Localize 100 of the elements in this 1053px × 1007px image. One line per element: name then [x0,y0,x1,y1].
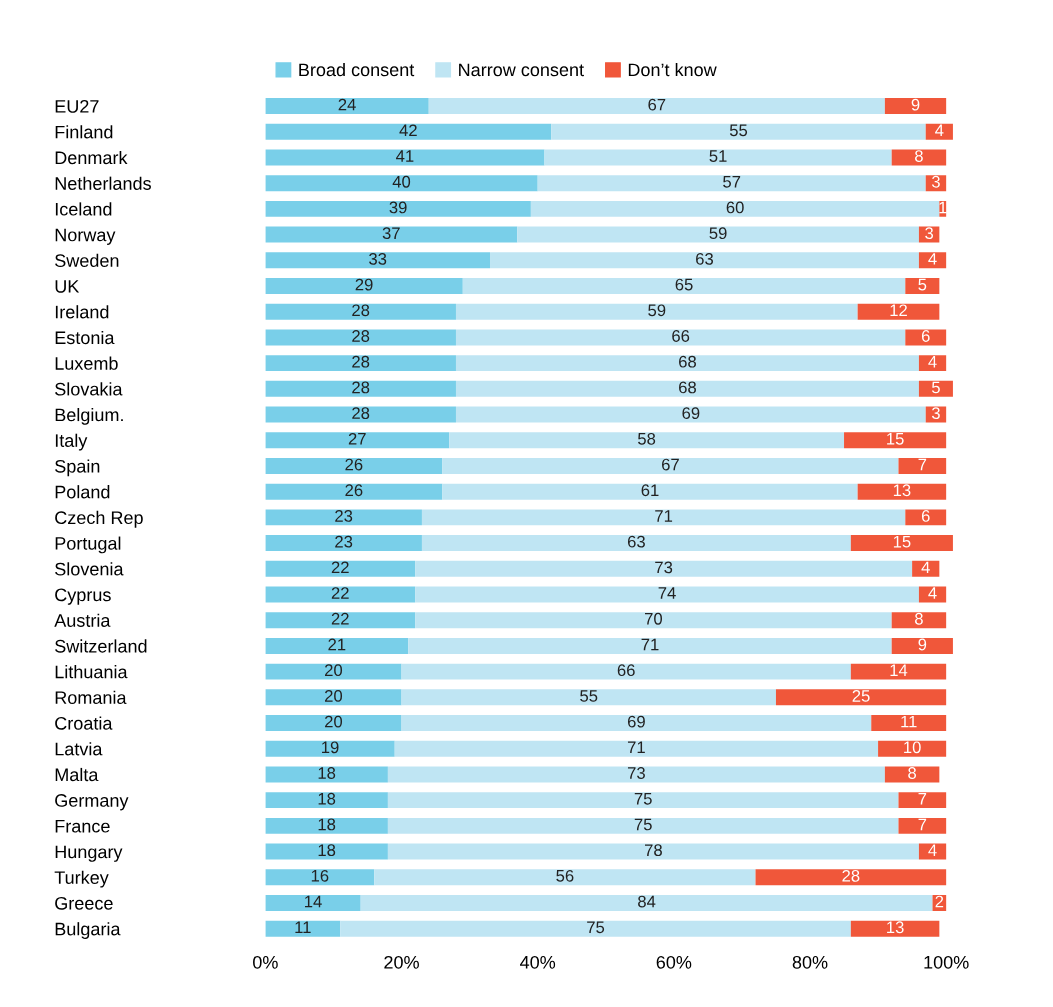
data-label: 18 [318,818,336,831]
bar [265,920,341,937]
bar [387,817,899,834]
bar [265,843,388,860]
data-label: 13 [893,484,911,497]
bar [857,483,947,500]
data-label: 25 [852,690,870,702]
bar [455,355,919,372]
data-label: 27 [348,432,366,445]
data-label: 28 [352,381,370,394]
bar [918,355,947,372]
data-label: 75 [634,793,652,805]
data-label: 4 [928,253,937,265]
y-tick-label: Greece [55,896,113,910]
y-tick-label: Iceland [55,202,112,216]
y-tick-label: Slovakia [55,382,123,396]
y-tick-label: Hungary [55,845,123,862]
y-tick-label: Latvia [55,742,103,756]
data-label: 4 [935,124,944,137]
bar [544,149,892,166]
data-label: 84 [638,895,656,908]
data-label: 55 [729,124,748,137]
bar [265,817,388,834]
bar [265,406,456,423]
bar [455,329,906,346]
data-label: 70 [645,612,663,625]
bar [265,380,456,397]
bar [387,843,919,860]
bar [455,406,926,423]
bar [755,869,947,886]
y-tick-label: Cyprus [55,588,111,605]
bar [891,612,947,629]
y-tick-label: Netherlands [55,176,151,190]
y-tick-label: Romania [55,690,127,705]
data-label: 10 [904,741,921,754]
bar [850,663,947,680]
bar [884,98,947,115]
data-label: 60 [726,201,744,214]
data-label: 71 [627,741,645,754]
x-tick-label: 80% [792,955,828,969]
y-tick-label: Norway [55,228,116,245]
bar [265,612,416,629]
data-label: 68 [679,381,696,394]
bar [421,509,906,526]
data-label: 51 [709,150,727,162]
bar [265,869,375,886]
bar [401,715,872,731]
bar [912,560,940,577]
y-tick-label: Italy [55,433,88,451]
bar [340,920,851,937]
data-label: 75 [634,818,652,831]
data-label: 69 [682,407,700,420]
data-label: 23 [335,535,353,548]
data-label: 6 [921,510,930,522]
data-label: 19 [322,741,339,754]
bar [265,663,402,680]
data-label: 55 [580,690,598,702]
bar [265,637,409,654]
data-label: 8 [915,612,923,625]
data-label: 73 [627,767,645,779]
legend-label: Don’t know [628,62,717,77]
data-label: 63 [696,252,714,265]
data-label: 8 [915,150,923,162]
bar [401,663,851,680]
bar [455,380,919,397]
data-label: 59 [709,227,727,240]
bar [918,380,953,397]
data-label: 71 [655,510,673,522]
y-tick-label: Malta [55,767,99,782]
data-label: 14 [890,664,908,676]
bar [421,535,851,552]
data-label: 18 [318,844,336,857]
bar [265,895,361,911]
data-label: 67 [648,98,666,111]
x-tick-label: 100% [924,955,969,969]
bar [905,329,947,346]
y-tick-label: Slovenia [55,562,124,576]
y-tick-label: Czech Rep [55,510,143,528]
data-label: 66 [617,664,635,677]
bar [265,98,429,115]
x-tick-label: 40% [520,955,556,969]
data-label: 68 [679,355,696,368]
data-label: 22 [331,587,349,599]
x-tick-label: 20% [384,955,419,969]
data-label: 20 [325,664,343,677]
data-label: 26 [345,484,363,497]
data-label: 28 [352,355,370,368]
data-label: 23 [335,510,353,522]
data-label: 4 [921,561,930,574]
data-label: 3 [931,407,940,420]
bar [442,483,858,500]
data-label: 21 [328,638,346,651]
bar [387,766,885,783]
data-label: 41 [396,150,414,162]
data-label: 65 [675,278,693,291]
data-label: 28 [352,407,370,420]
data-label: 9 [918,638,927,651]
bar [455,303,858,320]
y-tick-label: Denmark [55,150,128,165]
bar [530,200,940,217]
